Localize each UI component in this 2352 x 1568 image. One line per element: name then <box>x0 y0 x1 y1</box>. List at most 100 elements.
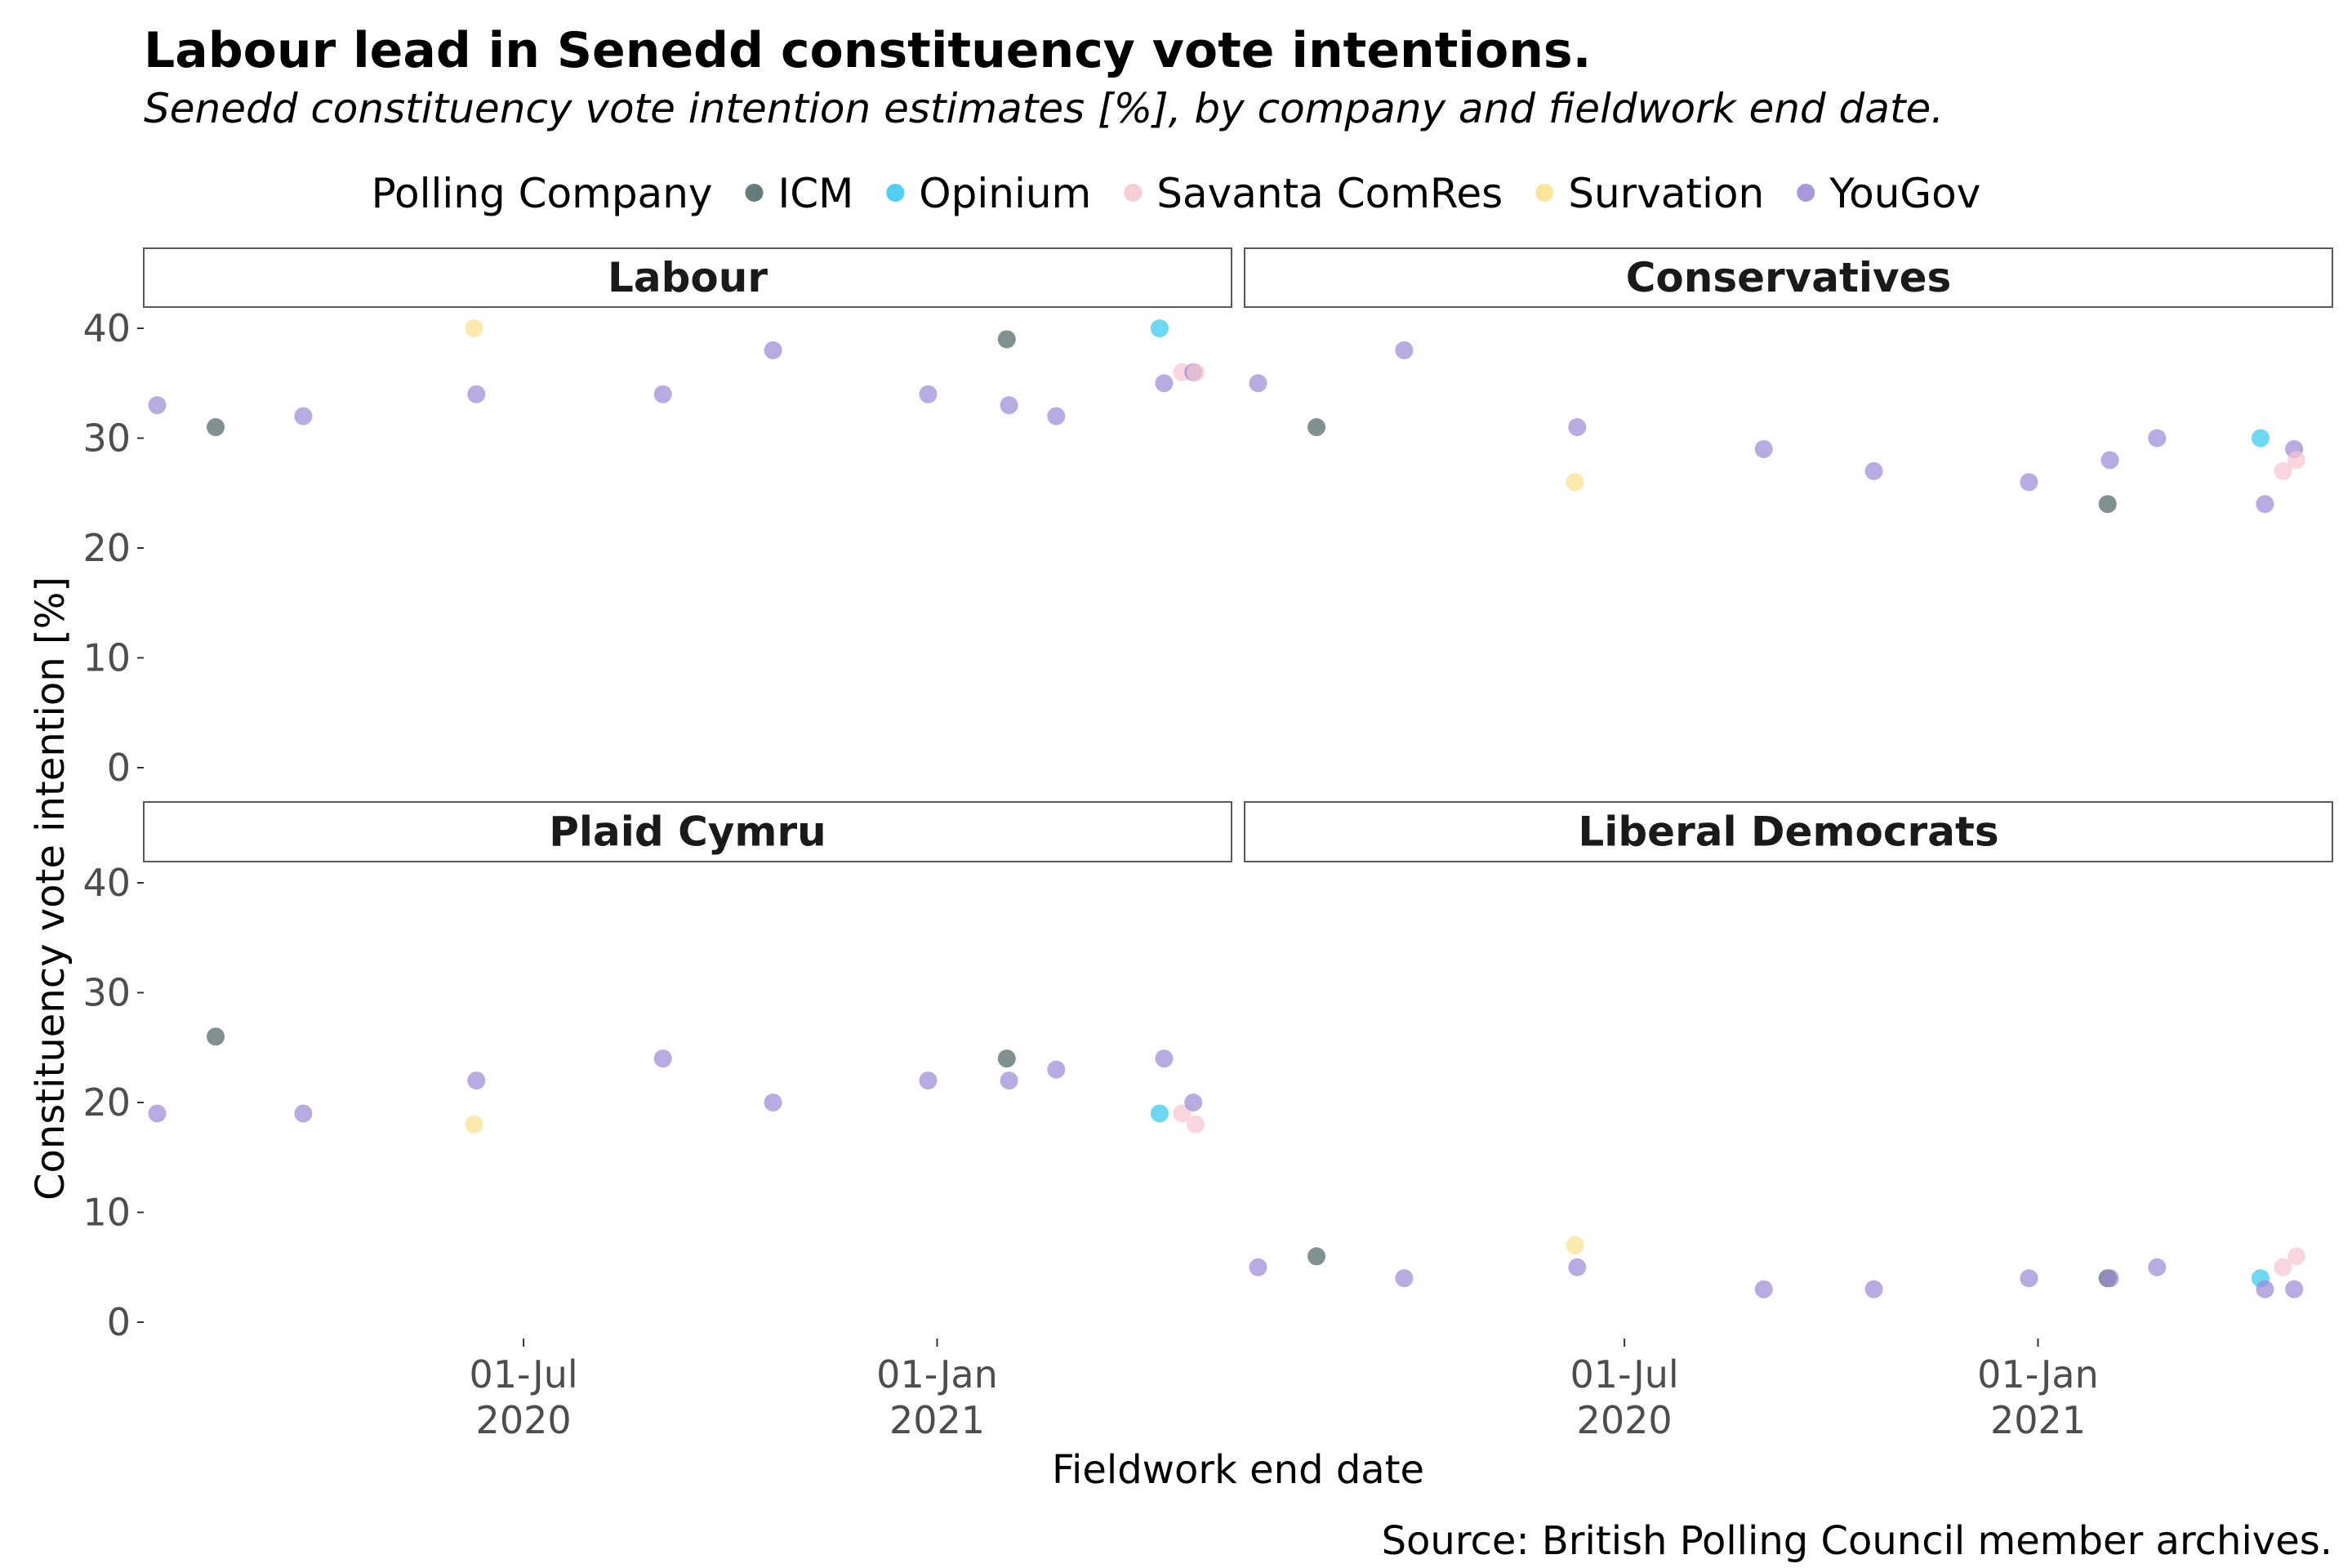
x-tick-label: 01-Jul <box>469 1352 577 1396</box>
point-yougov <box>2100 451 2119 470</box>
facet-title-liberal-democrats: Liberal Democrats <box>1578 808 1998 856</box>
points-liberal-democrats <box>1249 1236 2305 1298</box>
facet-plaid-cymru: Plaid Cymru <box>143 801 1232 1134</box>
point-yougov <box>653 385 672 403</box>
y-tick-label: 10 <box>82 636 131 680</box>
x-tick-label: 01-Jul <box>1570 1352 1678 1396</box>
point-yougov <box>2256 1280 2274 1298</box>
y-tick-label: 30 <box>82 971 131 1015</box>
y-tick-label: 40 <box>82 306 131 350</box>
facet-strip <box>143 801 1232 862</box>
point-survation <box>465 1115 483 1134</box>
x-tick-label-year: 2020 <box>476 1398 572 1442</box>
legend-key-opinium <box>886 184 905 202</box>
legend-label-opinium: Opinium <box>919 170 1091 217</box>
point-yougov <box>653 1049 672 1068</box>
legend-key-survation <box>1535 184 1554 202</box>
chart-subtitle: Senedd constituency vote intention estim… <box>144 85 1944 132</box>
y-tick-label: 40 <box>82 861 131 905</box>
facet-labour: Labour <box>143 247 1232 437</box>
legend-label-yougov: YouGov <box>1829 170 1980 217</box>
point-yougov <box>1395 341 1414 359</box>
facet-strip <box>143 247 1232 308</box>
facet-title-labour: Labour <box>608 254 768 301</box>
point-yougov <box>1155 374 1174 393</box>
legend-key-yougov <box>1797 184 1815 202</box>
point-yougov <box>2256 495 2274 514</box>
facet-conservatives: Conservatives <box>1244 247 2333 514</box>
point-opinium <box>1150 319 1169 337</box>
y-tick-label: 30 <box>82 416 131 461</box>
point-survation <box>1566 1236 1584 1254</box>
point-yougov <box>2285 1280 2304 1298</box>
point-yougov <box>294 407 313 425</box>
point-yougov <box>1000 1071 1018 1090</box>
point-survation <box>465 319 483 337</box>
point-survation <box>1566 473 1584 492</box>
facet-strip <box>1244 247 2333 308</box>
y-tick-label: 20 <box>82 526 131 570</box>
point-yougov <box>1000 396 1018 415</box>
point-yougov <box>2020 473 2038 492</box>
point-yougov <box>919 385 938 403</box>
x-tick-label: 01-Jan <box>876 1352 998 1396</box>
point-yougov <box>1568 1258 1587 1276</box>
point-yougov <box>1864 1280 1883 1298</box>
x-axis-title: Fieldwork end date <box>1052 1447 1424 1493</box>
x-tick-label-year: 2020 <box>1577 1398 1673 1442</box>
point-icm <box>1307 418 1326 437</box>
y-axis-title: Constituency vote intention [%] <box>28 577 74 1200</box>
legend-label-survation: Survation <box>1568 170 1764 217</box>
point-savanta-comres <box>2287 1247 2305 1266</box>
point-yougov <box>1249 374 1267 393</box>
x-tick-label: 01-Jan <box>1977 1352 2099 1396</box>
chart-caption: Source: British Polling Council member a… <box>1382 1518 2332 1564</box>
point-yougov <box>1568 418 1587 437</box>
point-yougov <box>1047 1060 1066 1079</box>
point-yougov <box>148 1104 167 1123</box>
y-tick-label: 10 <box>82 1191 131 1235</box>
point-yougov <box>467 1071 486 1090</box>
point-savanta-comres <box>2274 461 2292 480</box>
point-icm <box>207 1027 225 1046</box>
legend-key-icm <box>745 184 764 202</box>
legend-label-savanta-comres: Savanta ComRes <box>1156 170 1503 217</box>
point-yougov <box>1249 1258 1267 1276</box>
point-savanta-comres <box>2274 1258 2292 1276</box>
facet-strip <box>1244 801 2333 862</box>
point-yougov <box>764 1094 782 1111</box>
point-yougov <box>919 1071 938 1090</box>
point-yougov <box>1395 1269 1414 1288</box>
point-opinium <box>2251 429 2270 448</box>
point-icm <box>207 418 225 437</box>
points-labour <box>148 319 1205 437</box>
facet-liberal-democrats: Liberal Democrats <box>1244 801 2333 1298</box>
facet-title-plaid-cymru: Plaid Cymru <box>549 808 826 856</box>
legend-label-icm: ICM <box>777 170 853 217</box>
y-tick-label: 0 <box>107 1300 131 1344</box>
point-savanta-comres <box>1186 1115 1205 1134</box>
point-yougov <box>467 385 486 403</box>
x-tick-label-year: 2021 <box>1990 1398 2086 1442</box>
point-yougov <box>2100 1269 2119 1288</box>
point-yougov <box>2148 429 2167 448</box>
legend-title: Polling Company <box>372 170 713 217</box>
facet-panels: Labour Conservatives Plaid Cymru Liberal De… <box>143 247 2333 1298</box>
point-yougov <box>294 1104 313 1123</box>
point-opinium <box>1150 1104 1169 1123</box>
points-plaid-cymru <box>148 1027 1205 1134</box>
facet-title-conservatives: Conservatives <box>1626 254 1952 301</box>
point-savanta-comres <box>2287 451 2305 470</box>
point-yougov <box>1754 1280 1773 1298</box>
point-icm <box>997 330 1016 349</box>
chart-title: Labour lead in Senedd constituency vote … <box>144 22 1591 79</box>
point-icm <box>1307 1247 1326 1266</box>
point-icm <box>2098 495 2117 514</box>
x-tick-label-year: 2021 <box>889 1398 985 1442</box>
point-savanta-comres <box>1186 363 1205 381</box>
legend: Polling Company ICM Opinium Savanta ComRes S… <box>372 170 1981 217</box>
point-yougov <box>2148 1258 2167 1276</box>
point-yougov <box>2020 1269 2038 1288</box>
point-savanta-comres <box>1173 1104 1192 1123</box>
